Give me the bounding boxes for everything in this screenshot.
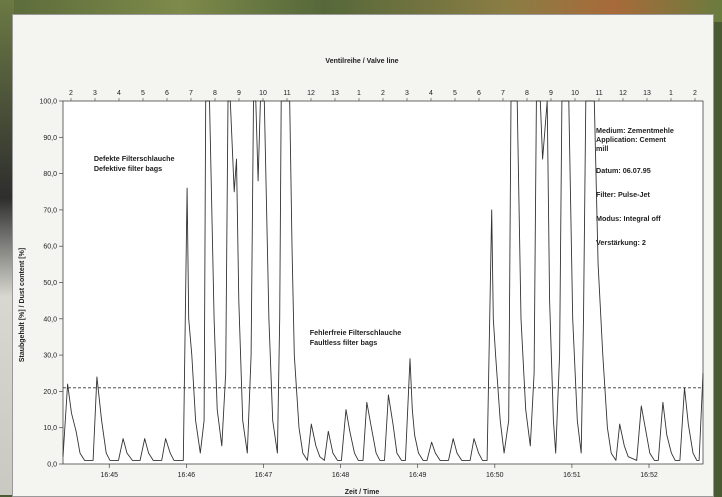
valve-label: 5: [453, 90, 457, 97]
y-tick-label: 70,0: [43, 207, 57, 214]
valve-label: 3: [405, 90, 409, 97]
valve-label: 3: [93, 90, 97, 97]
valve-label: 9: [549, 90, 553, 97]
series-line: [62, 100, 704, 461]
valve-label: 6: [477, 90, 481, 97]
background-left-edge: [0, 0, 14, 495]
y-tick-label: 80,0: [43, 171, 57, 178]
chart-annotation: Fehlerfreie Filterschlauche Faultless fil…: [310, 328, 401, 347]
valve-label: 13: [331, 90, 339, 97]
chart-sheet: Ventilreihe / Valve line Zeit / Time Sta…: [12, 14, 714, 497]
valve-label: 11: [595, 90, 602, 97]
valve-label: 10: [571, 90, 579, 97]
valve-label: 11: [283, 90, 290, 97]
x-tick-label: 16:52: [640, 472, 658, 479]
chart-annotation: Defekte Filterschlauche Defektive filter …: [94, 154, 175, 173]
y-tick-label: 90,0: [43, 135, 57, 142]
x-tick-label: 16:49: [409, 472, 427, 479]
valve-label: 9: [237, 90, 241, 97]
y-tick-label: 60,0: [43, 244, 57, 251]
valve-label: 13: [643, 90, 651, 97]
x-tick-label: 16:51: [563, 472, 581, 479]
valve-label: 6: [165, 90, 169, 97]
chart-info-box: Medium: Zementmehle Application: Cement mi…: [596, 126, 674, 247]
valve-label: 4: [429, 90, 433, 97]
valve-label: 2: [69, 90, 73, 97]
valve-label: 10: [259, 90, 267, 97]
valve-label: 4: [117, 90, 121, 97]
valve-label: 1: [669, 90, 673, 97]
dust-content-chart: Ventilreihe / Valve line Zeit / Time Sta…: [19, 58, 704, 496]
y-tick-label: 50,0: [43, 280, 57, 287]
valve-label: 12: [307, 90, 315, 97]
y-tick-label: 100,0: [39, 99, 57, 106]
plot-area: 0,0 10,0 20,0 30,0 40,0 50,0 60,0 70,0 80,0 90,0 1…: [39, 90, 704, 479]
y-tick-label: 10,0: [43, 425, 57, 432]
chart-title: Ventilreihe / Valve line: [325, 58, 398, 65]
y-tick-label: 20,0: [43, 389, 57, 396]
valve-label: 8: [213, 90, 217, 97]
valve-label: 7: [189, 90, 193, 97]
valve-label: 1: [357, 90, 361, 97]
valve-label: 7: [501, 90, 505, 97]
valve-label: 12: [619, 90, 627, 97]
valve-label: 2: [381, 90, 385, 97]
x-axis-label: Zeit / Time: [345, 489, 380, 496]
y-tick-label: 40,0: [43, 316, 57, 323]
y-axis-label: Staubgehalt [%] / Dust content [%]: [19, 248, 26, 362]
x-tick-label: 16:46: [178, 472, 196, 479]
x-tick-label: 16:48: [332, 472, 350, 479]
plot-frame: [62, 100, 704, 465]
valve-label: 5: [141, 90, 145, 97]
x-tick-label: 16:47: [255, 472, 273, 479]
y-tick-label: 0,0: [47, 462, 57, 469]
x-tick-label: 16:45: [100, 472, 118, 479]
x-tick-label: 16:50: [486, 472, 504, 479]
y-tick-label: 30,0: [43, 353, 57, 360]
valve-label: 2: [693, 90, 697, 97]
valve-label: 8: [525, 90, 529, 97]
